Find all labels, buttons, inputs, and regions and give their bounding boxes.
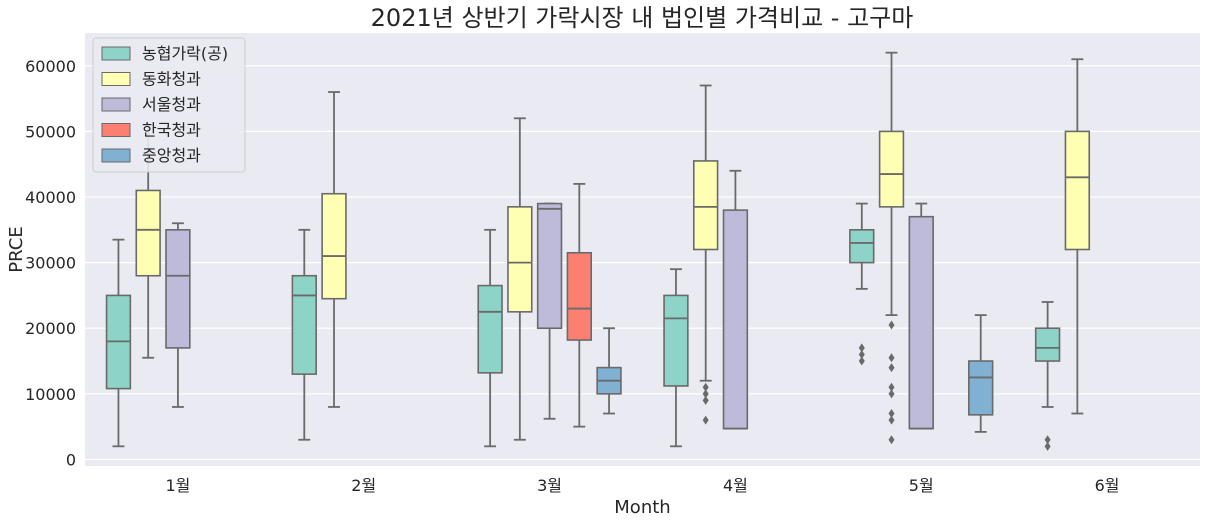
box-body xyxy=(322,194,346,299)
legend-label: 중앙청과 xyxy=(142,146,201,165)
box-body xyxy=(1036,328,1060,361)
box-body xyxy=(478,286,502,373)
y-tick-label: 60000 xyxy=(25,57,76,76)
y-tick-label: 40000 xyxy=(25,188,76,207)
plot-area xyxy=(85,33,1200,466)
box-body xyxy=(1065,131,1089,249)
box-body xyxy=(136,190,160,275)
y-axis-label: PRCE xyxy=(6,226,27,272)
legend-label: 한국청과 xyxy=(142,121,201,140)
box-body xyxy=(724,210,748,428)
legend-label: 동화청과 xyxy=(142,70,201,89)
x-tick-label: 3월 xyxy=(537,476,562,495)
y-tick-label: 20000 xyxy=(25,319,76,338)
box-서울청과-4월 xyxy=(724,171,748,429)
legend-swatch xyxy=(102,124,130,137)
x-axis-label: Month xyxy=(614,497,670,518)
box-body xyxy=(880,131,904,206)
box-서울청과-5월 xyxy=(909,204,933,429)
y-tick-label: 10000 xyxy=(25,385,76,404)
legend-swatch xyxy=(102,98,130,111)
y-axis-ticks: 0 10000 20000 30000 40000 50000 60000 xyxy=(25,57,76,470)
box-body xyxy=(694,161,718,250)
y-tick-label: 30000 xyxy=(25,254,76,273)
box-body xyxy=(909,217,933,429)
box-body xyxy=(567,253,591,340)
x-tick-label: 2월 xyxy=(351,476,376,495)
legend-swatch xyxy=(102,73,130,86)
box-body xyxy=(508,207,532,312)
y-tick-label: 50000 xyxy=(25,122,76,141)
chart-title: 2021년 상반기 가락시장 내 법인별 가격비교 - 고구마 xyxy=(371,4,914,32)
box-body xyxy=(664,295,688,386)
box-body xyxy=(850,230,874,263)
box-body xyxy=(969,361,993,415)
box-body xyxy=(166,230,190,348)
legend-swatch xyxy=(102,149,130,162)
legend-label: 서울청과 xyxy=(142,95,201,114)
x-tick-label: 1월 xyxy=(165,476,190,495)
x-axis-ticks: 1월 2월 3월 4월 5월 6월 xyxy=(165,476,1119,495)
x-tick-label: 5월 xyxy=(909,476,934,495)
y-tick-label: 0 xyxy=(66,450,76,469)
x-tick-label: 4월 xyxy=(723,476,748,495)
box-body xyxy=(538,204,562,329)
legend-swatch xyxy=(102,47,130,60)
x-tick-label: 6월 xyxy=(1095,476,1120,495)
box-body xyxy=(292,276,316,374)
legend-label: 농협가락(공) xyxy=(142,44,228,63)
